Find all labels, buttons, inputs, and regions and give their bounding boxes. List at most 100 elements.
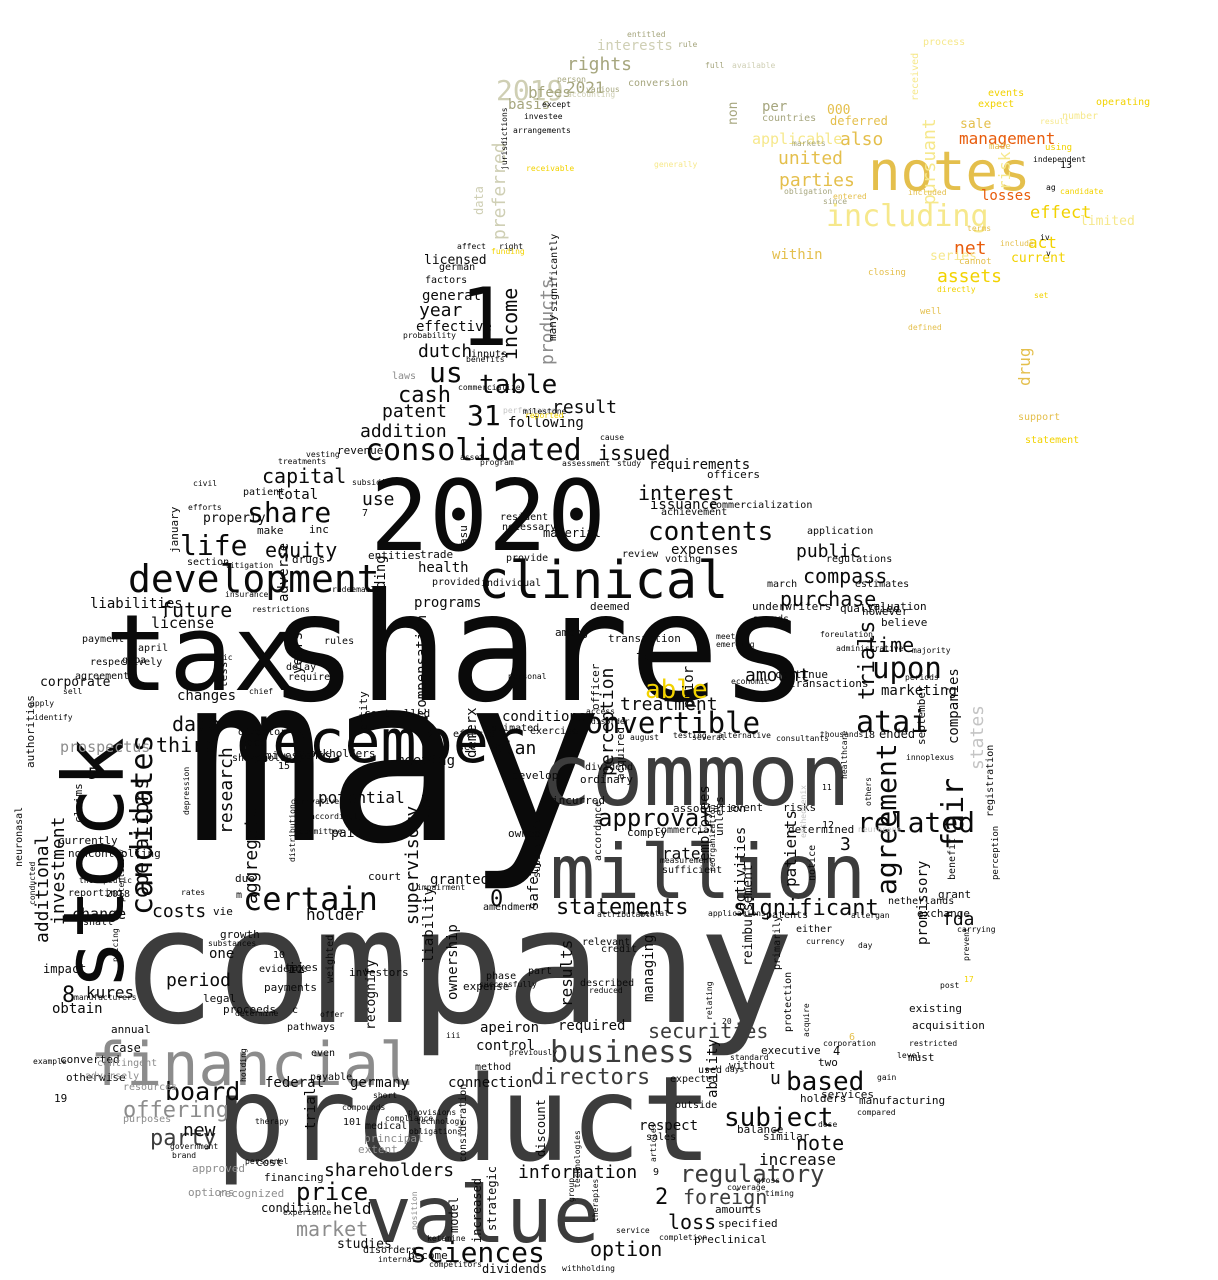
cloud-word: director	[238, 727, 286, 738]
cloud-word: additional	[32, 835, 53, 943]
cloud-word: previously	[509, 1048, 557, 1057]
cloud-word: countries	[762, 113, 816, 124]
cloud-word: income	[498, 288, 522, 360]
cloud-word: reorganization	[708, 804, 717, 872]
cloud-word: affect	[457, 242, 486, 251]
cloud-word: option	[590, 1237, 662, 1261]
cloud-word: protection	[783, 972, 794, 1032]
cloud-word: ag	[1046, 183, 1056, 192]
cloud-word: voting	[665, 554, 701, 565]
cloud-word: dutch	[418, 341, 472, 362]
cloud-word: currency	[806, 937, 845, 946]
cloud-word: prevent	[962, 927, 971, 961]
cloud-word: august	[630, 733, 659, 742]
cloud-word: experience	[283, 1208, 331, 1217]
cloud-word: period	[166, 970, 231, 991]
cloud-word: ordinary	[580, 773, 633, 786]
cloud-word: noncontrolling	[68, 847, 161, 860]
cloud-word: gain	[877, 1073, 896, 1082]
cloud-word: develop	[512, 769, 558, 782]
cloud-word: third	[156, 733, 216, 757]
cloud-word: timing	[765, 1189, 794, 1198]
cloud-word: less	[217, 662, 230, 689]
cloud-word: unless	[713, 796, 726, 836]
cloud-word: terms	[967, 224, 991, 233]
cloud-word: product	[215, 1050, 712, 1188]
cloud-word: supervisory	[402, 806, 423, 925]
cloud-word: 101	[343, 1117, 361, 1128]
cloud-word: several	[692, 733, 726, 742]
cloud-word: comply	[627, 826, 667, 839]
cloud-word: entity	[357, 691, 370, 731]
cloud-word: continue	[775, 668, 828, 681]
cloud-word: discount	[534, 1099, 548, 1157]
cloud-word: disorder	[591, 717, 630, 726]
cloud-word: manufacturers	[74, 993, 137, 1002]
cloud-word: basis	[508, 97, 550, 113]
cloud-word: corporate	[40, 675, 111, 690]
cloud-word: agreement	[870, 743, 903, 895]
cloud-word: statements	[556, 895, 688, 920]
cloud-word: million	[550, 828, 866, 916]
cloud-word: commercialize	[458, 383, 521, 392]
cloud-word: require	[288, 672, 330, 683]
cloud-word: growth	[220, 928, 260, 941]
cloud-word: consultants	[776, 734, 829, 743]
cloud-word: 2020	[370, 460, 606, 574]
cloud-word: liability	[421, 887, 437, 963]
cloud-word: cannot	[959, 257, 992, 267]
cloud-word: neurocene	[858, 825, 902, 834]
cloud-word: kures	[86, 983, 134, 1002]
cloud-word: substantial	[532, 812, 543, 878]
cloud-word: officers	[707, 468, 760, 481]
cloud-word: post	[940, 981, 959, 990]
cloud-word: distribution	[288, 804, 297, 862]
cloud-word: per	[762, 99, 787, 115]
cloud-word: acquisition	[912, 1019, 985, 1032]
cloud-word: standard	[730, 1053, 769, 1062]
cloud-word: determined	[788, 823, 854, 836]
cloud-word: support	[1018, 412, 1060, 423]
cloud-word: related	[857, 806, 975, 839]
cloud-word: therapies	[591, 1178, 600, 1222]
cloud-word: paid	[331, 826, 362, 841]
cloud-word: patents	[766, 910, 808, 921]
cloud-word: sales	[646, 1132, 676, 1143]
cloud-word: applications	[708, 909, 766, 918]
cloud-word: provisions	[408, 1108, 456, 1117]
cloud-word: expected	[670, 1074, 718, 1085]
cloud-word: stock	[45, 737, 143, 990]
cloud-word: pricing	[111, 928, 120, 962]
cloud-word: increase	[759, 1150, 836, 1169]
cloud-word: subject	[724, 1103, 834, 1133]
cloud-word: apeiron	[480, 1020, 539, 1036]
cloud-word: necessary	[502, 522, 556, 533]
cloud-word: statement	[1025, 435, 1079, 446]
cloud-word: ketamine	[427, 1234, 466, 1243]
cloud-word: committee	[299, 827, 343, 836]
cloud-word: 31	[467, 399, 501, 432]
cloud-word: contents	[648, 517, 773, 547]
cloud-word: us	[429, 356, 463, 389]
cloud-word: b	[528, 83, 538, 102]
cloud-word: probability	[403, 331, 456, 340]
cloud-word: provided	[432, 577, 480, 588]
cloud-word: reimbursement	[741, 864, 756, 966]
cloud-word: meet	[716, 632, 735, 641]
cloud-word: completion	[659, 1233, 707, 1242]
cloud-word: operations	[129, 778, 153, 898]
cloud-word: restrictions	[252, 605, 310, 614]
cloud-word: closing	[868, 268, 906, 278]
cloud-word: application	[807, 526, 873, 537]
cloud-word: effective	[416, 319, 492, 335]
cloud-word: owned	[508, 827, 541, 840]
cloud-word: vesting	[306, 450, 340, 459]
cloud-word: amount	[745, 665, 810, 686]
cloud-word: process	[923, 37, 965, 48]
cloud-word: event	[730, 801, 763, 814]
cloud-word: grant	[938, 888, 971, 901]
cloud-word: sufficient	[662, 865, 722, 876]
cloud-word: change	[72, 905, 126, 923]
cloud-word: 000	[827, 103, 850, 118]
